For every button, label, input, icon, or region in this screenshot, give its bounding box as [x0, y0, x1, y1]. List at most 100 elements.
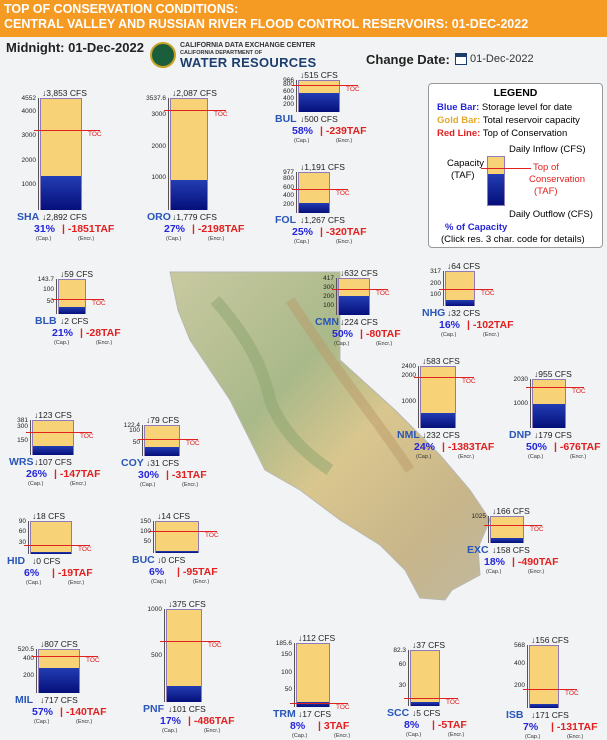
hid-code-link[interactable]: HID [7, 555, 26, 567]
pnf-outflow-label: ↓101 CFS [168, 704, 206, 714]
mil-toc-line [32, 656, 98, 658]
bul-storage-bar[interactable] [299, 93, 339, 112]
exc-inflow-label: ↓166 CFS [492, 506, 530, 516]
banner-title-line1: TOP OF CONSERVATION CONDITIONS: [4, 2, 239, 16]
scc-code-link[interactable]: SCC [387, 707, 410, 719]
fol-storage-bar[interactable] [299, 202, 329, 213]
exc-code-link[interactable]: EXC [467, 544, 489, 556]
dwr-logo[interactable]: CALIFORNIA DATA EXCHANGE CENTER CALIFORN… [150, 42, 316, 70]
page-banner: TOP OF CONSERVATION CONDITIONS: CENTRAL … [0, 0, 607, 37]
hid-capacity-bar[interactable] [30, 521, 72, 554]
nhg-storage-bar[interactable] [446, 300, 474, 306]
nml-code-link[interactable]: NML [397, 429, 420, 441]
cmn-capacity-tick: 417 [323, 275, 334, 282]
bul-code-link[interactable]: BUL [275, 113, 297, 125]
change-date-value[interactable]: 01-Dec-2022 [470, 53, 534, 65]
pnf-code-link[interactable]: PNF [143, 703, 164, 715]
nhg-code-link[interactable]: NHG [422, 307, 446, 319]
hid-encroachment: | -19TAF [52, 567, 93, 579]
nhg-toc-label: TOC [481, 290, 495, 298]
mil-code-link[interactable]: MIL [15, 694, 34, 706]
sha-tick-3: 1000 [21, 181, 36, 189]
coy-code-link[interactable]: COY [121, 457, 144, 469]
blb-storage-bar[interactable] [59, 306, 85, 314]
coy-cap-caption: (Cap.) [140, 482, 156, 488]
legend-toc3: (TAF) [534, 186, 558, 197]
oro-storage-bar[interactable] [171, 179, 207, 210]
state-seal-icon [150, 42, 176, 68]
blb-code-link[interactable]: BLB [35, 315, 57, 327]
sha-code-link[interactable]: SHA [17, 211, 40, 223]
scc-axis [408, 650, 409, 706]
sha-encroachment: | -1851TAF [62, 223, 115, 235]
trm-tick-0: 150 [281, 651, 292, 659]
nhg-encr-caption: (Encr.) [483, 332, 500, 338]
oro-code-link[interactable]: ORO [147, 211, 171, 223]
nml-encr-caption: (Encr.) [458, 454, 475, 460]
isb-axis [527, 645, 528, 708]
coy-storage-bar[interactable] [145, 446, 179, 456]
calendar-icon[interactable] [455, 53, 467, 65]
cmn-storage-bar[interactable] [339, 296, 369, 315]
wrs-encr-caption: (Encr.) [70, 481, 87, 487]
wrs-toc-line [26, 432, 92, 434]
scc-capacity-bar[interactable] [410, 650, 440, 706]
exc-storage-bar[interactable] [491, 538, 523, 543]
isb-outflow-label: ↓171 CFS [531, 710, 569, 720]
oro-encroachment: | -2198TAF [192, 223, 245, 235]
trm-storage-bar[interactable] [297, 701, 329, 707]
trm-capacity-bar[interactable] [296, 643, 330, 707]
wrs-storage-bar[interactable] [33, 445, 73, 455]
nml-storage-bar[interactable] [421, 413, 455, 428]
scc-pct-capacity: 8% [404, 719, 420, 731]
legend-blue-desc: Storage level for date [481, 102, 573, 113]
buc-cap-caption: (Cap.) [151, 579, 167, 585]
buc-axis [153, 521, 154, 553]
dnp-code-link[interactable]: DNP [509, 429, 532, 441]
blb-toc-label: TOC [92, 300, 106, 308]
nhg-capacity-tick: 317 [430, 268, 441, 275]
mil-outflow-label: ↓717 CFS [40, 695, 78, 705]
trm-code-link[interactable]: TRM [273, 708, 296, 720]
buc-capacity-bar[interactable] [155, 521, 199, 553]
buc-toc-label: TOC [205, 531, 219, 539]
nhg-cap-caption: (Cap.) [441, 332, 457, 338]
cmn-outflow-label: ↓224 CFS [340, 317, 378, 327]
nhg-tick-1: 100 [430, 290, 441, 298]
scc-storage-bar[interactable] [411, 701, 439, 706]
isb-capacity-bar[interactable] [529, 645, 559, 708]
coy-inflow-label: ↓79 CFS [146, 415, 180, 425]
coy-axis [142, 425, 143, 456]
fol-tick-1: 600 [283, 183, 294, 191]
blb-axis [56, 279, 57, 314]
dnp-storage-bar[interactable] [533, 403, 565, 428]
cmn-code-link[interactable]: CMN [315, 316, 339, 328]
nhg-pct-capacity: 16% [439, 319, 461, 331]
buc-storage-bar[interactable] [156, 551, 198, 553]
nhg-outflow-label: ↓32 CFS [447, 308, 481, 318]
isb-code-link[interactable]: ISB [506, 709, 524, 721]
exc-toc-line [484, 525, 542, 527]
fol-pct-capacity: 25% [292, 226, 314, 238]
pnf-capacity-tick: 1000 [147, 606, 162, 613]
mil-toc-label: TOC [86, 657, 100, 665]
oro-axis [168, 98, 169, 210]
wrs-code-link[interactable]: WRS [9, 456, 34, 468]
cmn-tick-0: 300 [323, 284, 334, 292]
hid-cap-caption: (Cap.) [26, 580, 42, 586]
dnp-outflow-label: ↓179 CFS [534, 430, 572, 440]
sha-capacity-tick: 4552 [21, 95, 36, 102]
hid-storage-bar[interactable] [31, 552, 71, 554]
fol-code-link[interactable]: FOL [275, 214, 296, 226]
mil-capacity-tick: 520.5 [17, 646, 34, 653]
sha-storage-bar[interactable] [41, 175, 81, 210]
wrs-cap-caption: (Cap.) [28, 481, 44, 487]
isb-toc-line [523, 689, 577, 691]
isb-storage-bar[interactable] [530, 703, 558, 708]
mil-storage-bar[interactable] [39, 667, 79, 693]
hid-inflow-label: ↓18 CFS [32, 511, 66, 521]
sha-encr-caption: (Encr.) [78, 236, 95, 242]
pnf-storage-bar[interactable] [167, 686, 201, 702]
exc-encr-caption: (Encr.) [528, 569, 545, 575]
buc-code-link[interactable]: BUC [132, 554, 155, 566]
